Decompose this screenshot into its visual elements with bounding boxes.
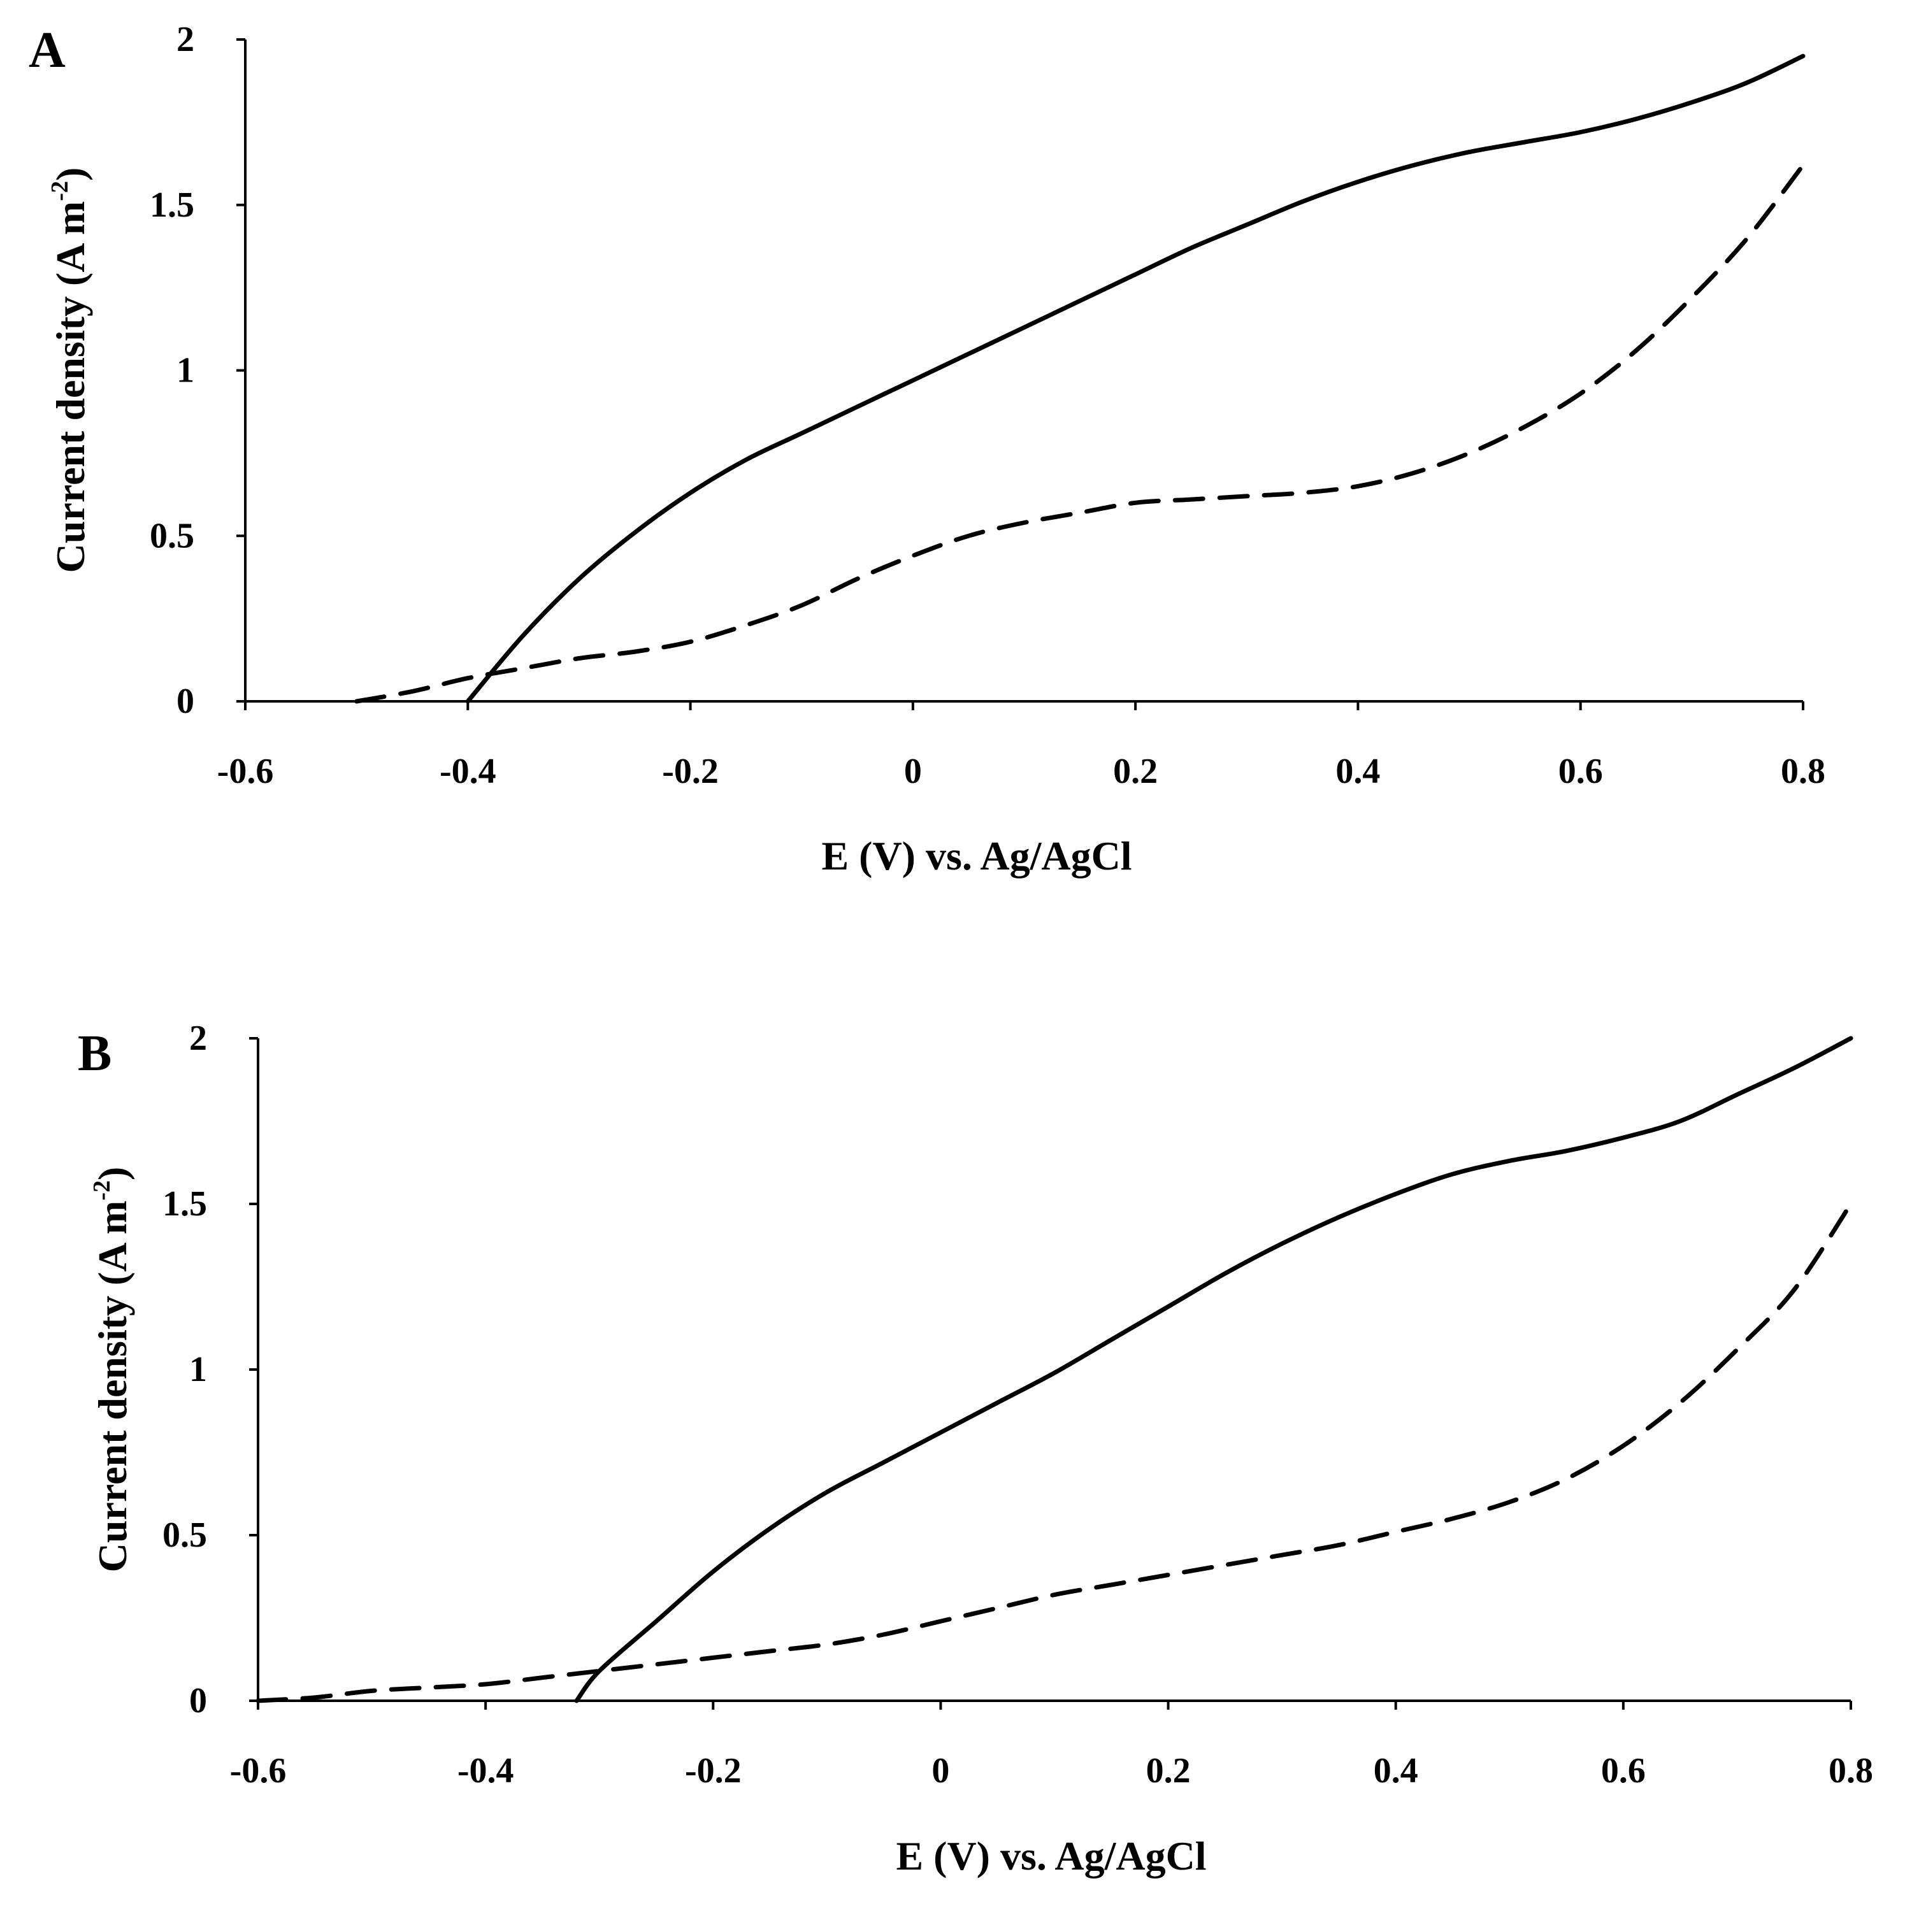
panel-a-y-tick-label: 1.5 xyxy=(150,185,194,225)
panel-b-series xyxy=(255,1036,1853,1703)
panel-b-dashed-line xyxy=(255,1201,1853,1703)
panel-a-y-tick-label: 0 xyxy=(176,682,194,721)
panel-b-x-tick-label: -0.2 xyxy=(685,1751,742,1791)
panel-b-x-axis-title: E (V) vs. Ag/AgCl xyxy=(896,1833,1206,1878)
panel-a-y-axis-title: Current density (A m-2) xyxy=(47,168,93,573)
panel-b-x-tick-label: 0.2 xyxy=(1146,1751,1191,1791)
panel-a-x-tick-label: -0.2 xyxy=(662,752,719,791)
panel-a-x-tick-label: 0.4 xyxy=(1335,752,1380,791)
panel-a-y-title-main: Current density (A m xyxy=(48,201,93,573)
panel-a-solid-line xyxy=(465,54,1806,704)
panel-b: B -0.6 -0.4 -0.2 0 0.2 0.4 0.6 0.8 0 0.5 1 1.5 2 E (… xyxy=(78,1019,1873,1878)
panel-b-y-axis-title: Current density (A m-2) xyxy=(89,1167,135,1573)
panel-a-ticks: -0.6 -0.4 -0.2 0 0.2 0.4 0.6 0.8 0 0.5 1 1.5 2 xyxy=(150,20,1825,791)
panel-a-y-tick-label: 1 xyxy=(176,351,194,390)
panel-b-y-title-close: ) xyxy=(90,1167,135,1180)
panel-b-y-tick-label: 0.5 xyxy=(162,1515,207,1555)
panel-b-y-title-sup: -2 xyxy=(89,1180,115,1201)
panel-b-solid-line xyxy=(574,1036,1853,1703)
panel-b-label: B xyxy=(78,1026,111,1082)
panel-a-label: A xyxy=(29,22,66,78)
panel-a-x-tick-label: 0.6 xyxy=(1558,752,1603,791)
panel-b-ticks: -0.6 -0.4 -0.2 0 0.2 0.4 0.6 0.8 0 0.5 1 1.5 2 xyxy=(162,1019,1873,1791)
panel-a-y-tick-label: 0.5 xyxy=(150,516,194,555)
panel-a: A -0.6 -0.4 -0.2 0 0.2 0.4 0.6 0.8 0 0.5 1 1.5 2 E (… xyxy=(29,20,1825,878)
panel-a-x-tick-label: -0.4 xyxy=(440,752,496,791)
panel-b-x-tick-label: 0 xyxy=(931,1751,949,1791)
panel-b-y-tick-label: 0 xyxy=(189,1681,207,1721)
panel-a-y-title-close: ) xyxy=(48,168,93,181)
panel-b-x-tick-label: 0.8 xyxy=(1829,1751,1873,1791)
panel-a-y-tick-label: 2 xyxy=(176,20,194,59)
panel-a-x-tick-label: 0 xyxy=(904,752,922,791)
panel-b-x-tick-label: -0.4 xyxy=(457,1751,514,1791)
panel-a-x-tick-label: 0.8 xyxy=(1781,752,1825,791)
panel-b-x-tick-label: -0.6 xyxy=(230,1751,287,1791)
panel-a-x-tick-label: 0.2 xyxy=(1113,752,1158,791)
panel-a-x-tick-label: -0.6 xyxy=(217,752,274,791)
panel-b-y-tick-label: 1 xyxy=(189,1350,207,1389)
panel-b-y-tick-label: 2 xyxy=(189,1019,207,1058)
panel-a-x-axis-title: E (V) vs. Ag/AgCl xyxy=(821,833,1132,878)
panel-a-dashed-line xyxy=(354,162,1806,704)
panel-b-x-tick-label: 0.6 xyxy=(1601,1751,1646,1791)
panel-b-x-tick-label: 0.4 xyxy=(1374,1751,1418,1791)
panel-b-y-title-main: Current density (A m xyxy=(90,1201,135,1573)
panel-a-y-title-sup: -2 xyxy=(47,181,73,201)
panel-b-y-tick-label: 1.5 xyxy=(162,1184,207,1224)
panel-a-series xyxy=(354,54,1806,704)
